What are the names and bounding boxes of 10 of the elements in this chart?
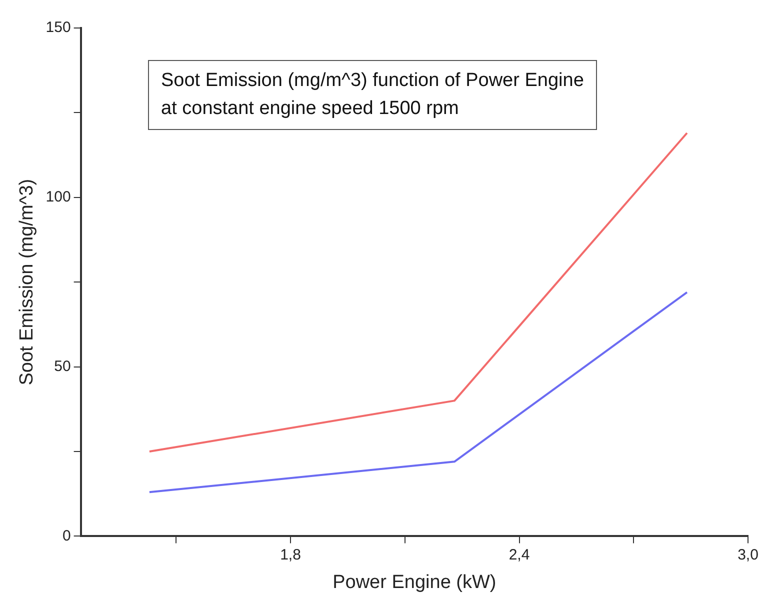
x-tick-label: 3,0 (738, 546, 758, 564)
y-axis-title: Soot Emission (mg/m^3) (16, 178, 38, 386)
y-tick-label: 50 (54, 358, 71, 375)
x-tick-label: 2,4 (508, 546, 530, 564)
y-tick-label: 100 (46, 188, 71, 206)
y-tick-label: 0 (62, 527, 71, 544)
y-tick-label: 150 (46, 19, 71, 36)
x-axis-title: Power Engine (kW) (332, 572, 496, 593)
text: Soot Emission (mg/m^3) function of Power Engine at constant engine speed 1500 rpm (148, 60, 597, 130)
x-tick-label: 1,8 (280, 546, 301, 564)
